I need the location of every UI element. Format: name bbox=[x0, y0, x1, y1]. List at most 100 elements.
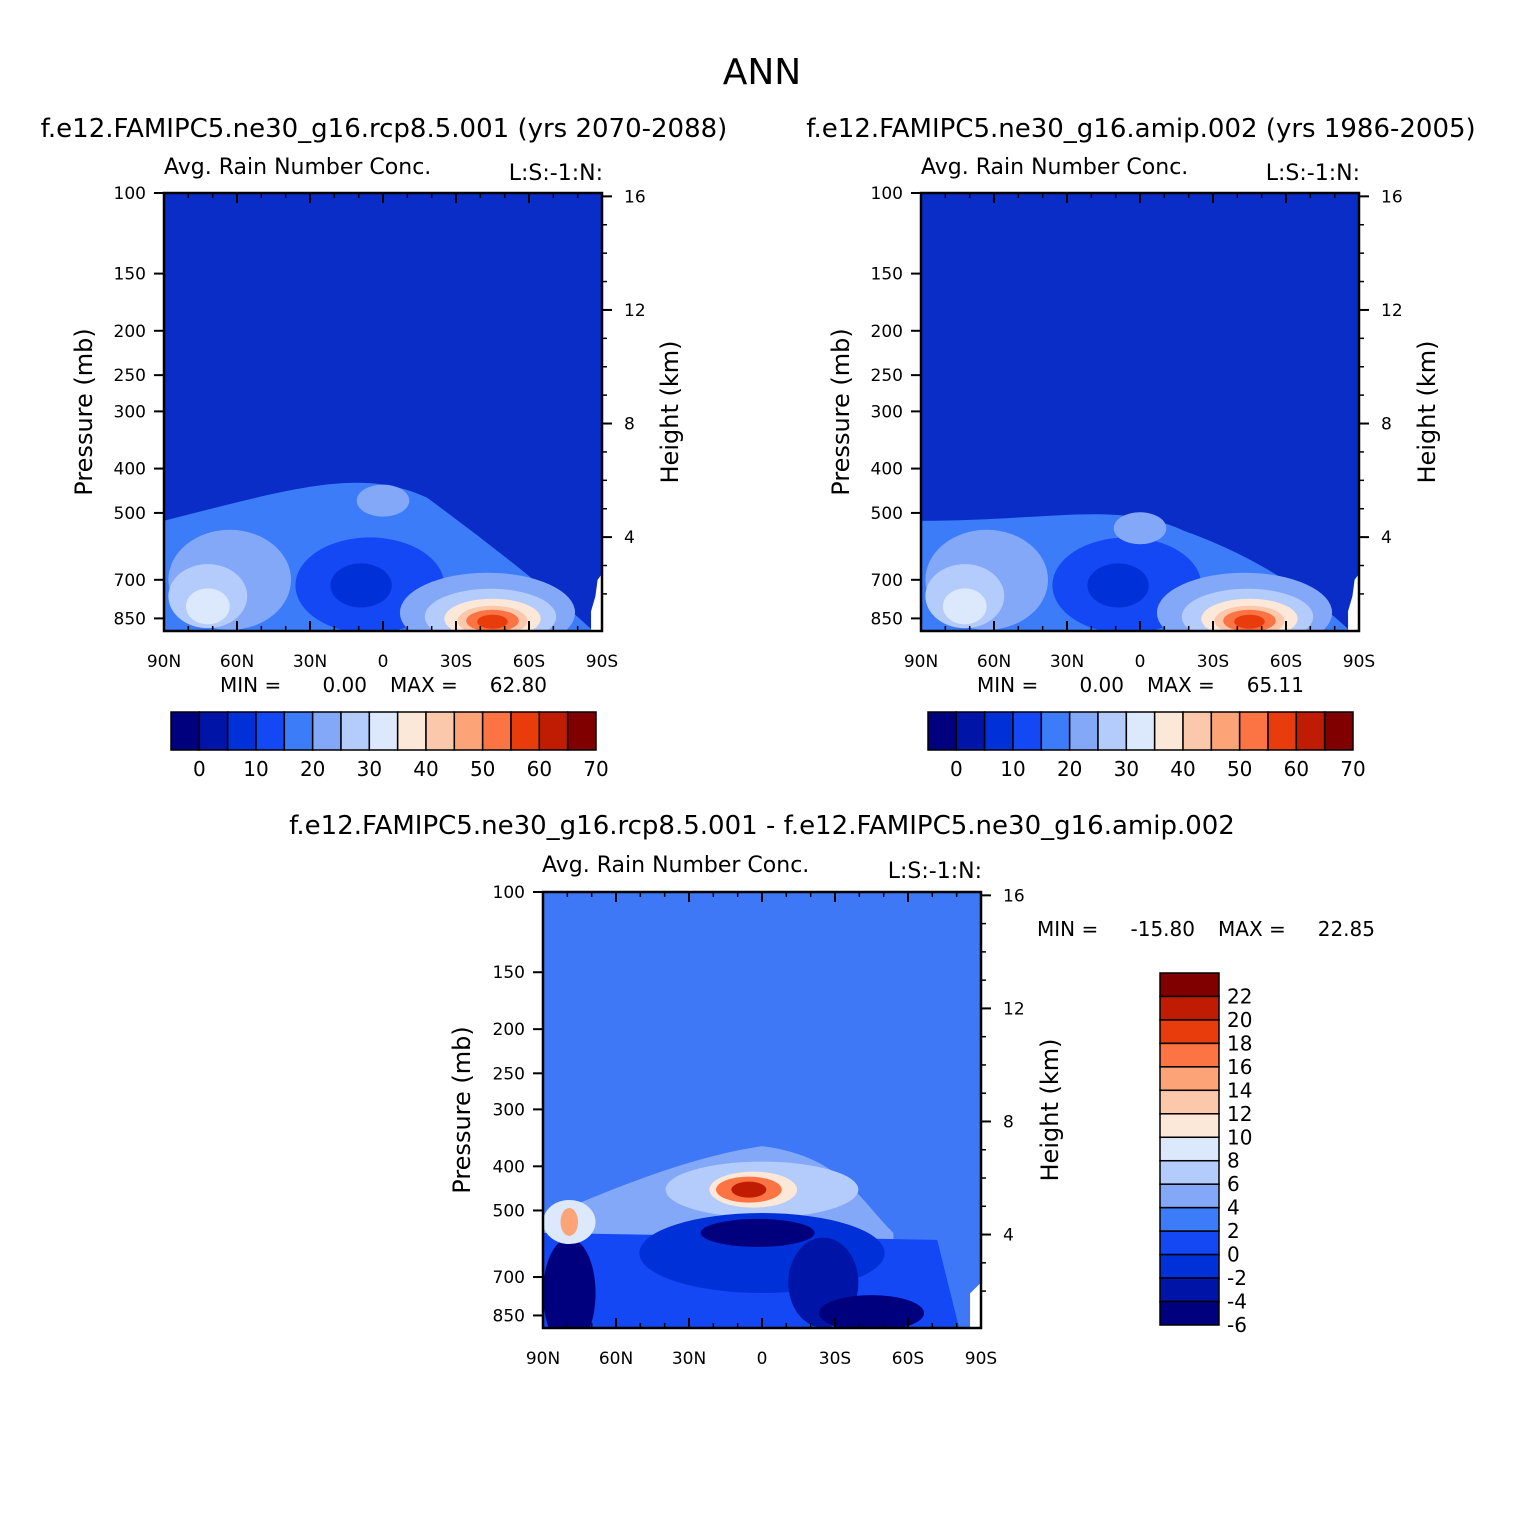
colorbar-label: 20 bbox=[1227, 1008, 1252, 1032]
colorbar-box bbox=[1159, 1066, 1220, 1092]
panel-3-case-title: f.e12.FAMIPC5.ne30_g16.rcp8.5.001 - f.e1… bbox=[289, 811, 1235, 841]
colorbar-box bbox=[1159, 1183, 1220, 1209]
panel-2-subtitle-right: L:S:-1:N: bbox=[1266, 161, 1360, 186]
panel-1-stats: MIN = 0.00 MAX = 62.80 bbox=[220, 673, 547, 697]
colorbar-box bbox=[1159, 972, 1220, 998]
y-tick-label: 400 bbox=[493, 1157, 525, 1177]
panel-3-min-label: MIN = bbox=[1037, 917, 1098, 941]
y-tick-label: 850 bbox=[871, 609, 903, 629]
colorbar-box bbox=[1159, 1136, 1220, 1162]
x-tick-label: 0 bbox=[378, 652, 389, 672]
colorbar-label: 12 bbox=[1227, 1102, 1252, 1126]
colorbar-box bbox=[1238, 711, 1269, 751]
panel-1: f.e12.FAMIPC5.ne30_g16.rcp8.5.001 (yrs 2… bbox=[41, 114, 728, 781]
x-tick-label: 30N bbox=[293, 652, 327, 672]
y-tick-label: 700 bbox=[871, 571, 903, 591]
contour-band bbox=[700, 1218, 815, 1247]
colorbar-box bbox=[1125, 711, 1156, 751]
panel-1-y-axis-label: Pressure (mb) bbox=[70, 328, 98, 495]
colorbar-box bbox=[1159, 1300, 1220, 1326]
panel-2: f.e12.FAMIPC5.ne30_g16.amip.002 (yrs 198… bbox=[806, 114, 1475, 781]
contour-band bbox=[560, 1207, 579, 1236]
colorbar-box bbox=[1159, 1277, 1220, 1303]
colorbar-label: 50 bbox=[470, 757, 495, 781]
panel-2-max-value: 65.11 bbox=[1247, 673, 1304, 697]
y-tick-label: 400 bbox=[114, 460, 146, 480]
colorbar-label: 20 bbox=[1057, 757, 1082, 781]
colorbar-label: 60 bbox=[527, 757, 552, 781]
colorbar-box bbox=[1323, 711, 1354, 751]
colorbar-label: 30 bbox=[357, 757, 382, 781]
colorbar-label: 2 bbox=[1227, 1219, 1240, 1243]
colorbar-label: 18 bbox=[1227, 1031, 1252, 1055]
y-tick-label: 200 bbox=[493, 1020, 525, 1040]
y-right-tick-label: 12 bbox=[1381, 301, 1403, 321]
colorbar-box bbox=[1159, 995, 1220, 1021]
y-tick-label: 100 bbox=[114, 184, 146, 204]
y-right-tick-label: 8 bbox=[1381, 415, 1392, 435]
colorbar-box bbox=[481, 711, 512, 751]
contour-field bbox=[164, 193, 602, 631]
panel-3-max-label: MAX = bbox=[1218, 917, 1286, 941]
y-tick-label: 500 bbox=[493, 1201, 525, 1221]
panel-2-colorbar: 0 10 20 30 40 50 60 70 bbox=[927, 711, 1366, 781]
colorbar-label: 40 bbox=[413, 757, 438, 781]
panel-1-subtitle-right: L:S:-1:N: bbox=[509, 161, 603, 186]
x-tick-label: 60N bbox=[977, 652, 1011, 672]
panel-1-min-label: MIN = bbox=[220, 673, 281, 697]
y-right-tick-label: 8 bbox=[1003, 1112, 1014, 1132]
colorbar-box bbox=[927, 711, 958, 751]
colorbar-box bbox=[368, 711, 399, 751]
y-right-tick-label: 16 bbox=[624, 187, 646, 207]
contour-band bbox=[942, 588, 987, 625]
colorbar-box bbox=[170, 711, 201, 751]
colorbar-box bbox=[396, 711, 427, 751]
colorbar-box bbox=[425, 711, 456, 751]
y-tick-label: 700 bbox=[114, 571, 146, 591]
y-tick-label: 500 bbox=[114, 504, 146, 524]
colorbar-label: -4 bbox=[1227, 1290, 1247, 1314]
colorbar-box bbox=[255, 711, 286, 751]
y-tick-label: 100 bbox=[871, 184, 903, 204]
colorbar-label: 10 bbox=[1000, 757, 1025, 781]
y-tick-label: 400 bbox=[871, 460, 903, 480]
y-tick-label: 300 bbox=[114, 402, 146, 422]
colorbar-label: 70 bbox=[1340, 757, 1365, 781]
x-tick-label: 30N bbox=[672, 1349, 706, 1369]
figure-title: ANN bbox=[723, 52, 802, 93]
contour-band bbox=[731, 1181, 767, 1198]
panel-3-y-right-axis-label: Height (km) bbox=[1036, 1039, 1064, 1182]
contour-band bbox=[1087, 563, 1149, 608]
x-tick-label: 0 bbox=[757, 1349, 768, 1369]
contour-field bbox=[543, 892, 981, 1328]
missing-data-region bbox=[591, 574, 602, 631]
y-right-tick-label: 12 bbox=[1003, 999, 1025, 1019]
colorbar-box bbox=[311, 711, 342, 751]
y-tick-label: 200 bbox=[871, 322, 903, 342]
x-tick-label: 90N bbox=[526, 1349, 560, 1369]
y-right-tick-label: 16 bbox=[1381, 187, 1403, 207]
y-tick-label: 250 bbox=[871, 366, 903, 386]
colorbar-box bbox=[1159, 1206, 1220, 1232]
colorbar-box bbox=[510, 711, 541, 751]
y-tick-label: 700 bbox=[493, 1268, 525, 1288]
colorbar-box bbox=[1267, 711, 1298, 751]
contour-field bbox=[921, 193, 1359, 631]
colorbar-label: 16 bbox=[1227, 1055, 1252, 1079]
panel-3-min-value: -15.80 bbox=[1131, 917, 1195, 941]
panel-2-min-label: MIN = bbox=[977, 673, 1038, 697]
y-tick-label: 200 bbox=[114, 322, 146, 342]
colorbar-box bbox=[1182, 711, 1213, 751]
panel-3-max-value: 22.85 bbox=[1318, 917, 1375, 941]
x-tick-label: 90N bbox=[147, 652, 181, 672]
contour-band bbox=[543, 1238, 596, 1328]
colorbar-box bbox=[1159, 1113, 1220, 1139]
x-tick-label: 30S bbox=[440, 652, 472, 672]
colorbar-box bbox=[1068, 711, 1099, 751]
contour-band bbox=[1234, 614, 1265, 629]
colorbar-label: -2 bbox=[1227, 1266, 1247, 1290]
colorbar-label: 60 bbox=[1284, 757, 1309, 781]
missing-data-region bbox=[1348, 574, 1359, 631]
colorbar-label: 14 bbox=[1227, 1078, 1252, 1102]
